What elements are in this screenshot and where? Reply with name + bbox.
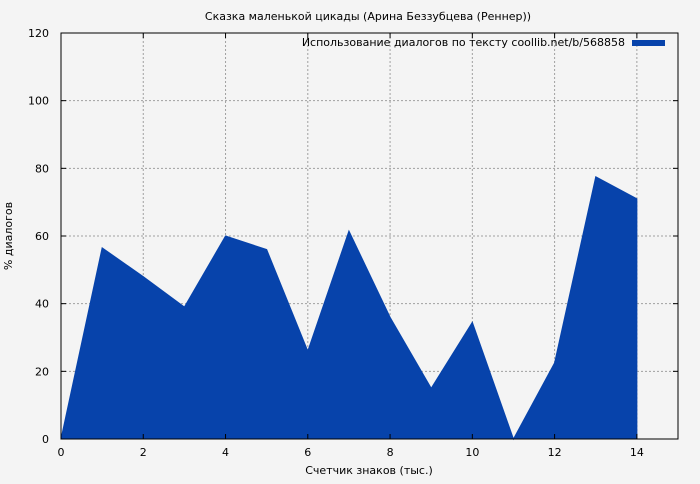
legend-swatch	[632, 40, 665, 46]
y-tick-label: 100	[28, 95, 49, 108]
x-tick-label: 6	[304, 446, 311, 459]
y-tick-label: 20	[35, 365, 49, 378]
chart-title: Сказка маленькой цикады (Арина Беззубцев…	[205, 10, 531, 23]
x-tick-label: 4	[222, 446, 229, 459]
y-tick-label: 80	[35, 162, 49, 175]
x-tick-label: 14	[630, 446, 644, 459]
x-tick-label: 2	[140, 446, 147, 459]
x-tick-label: 0	[58, 446, 65, 459]
y-tick-label: 40	[35, 298, 49, 311]
legend: Использование диалогов по тексту coollib…	[302, 36, 665, 49]
y-tick-label: 120	[28, 27, 49, 40]
y-tick-label: 0	[42, 433, 49, 446]
y-axis-label: % диалогов	[2, 202, 15, 270]
x-tick-label: 12	[548, 446, 562, 459]
x-tick-label: 10	[465, 446, 479, 459]
y-tick-label: 60	[35, 230, 49, 243]
x-axis-label: Счетчик знаков (тыс.)	[305, 464, 433, 477]
legend-label: Использование диалогов по тексту coollib…	[302, 36, 625, 49]
x-tick-label: 8	[387, 446, 394, 459]
